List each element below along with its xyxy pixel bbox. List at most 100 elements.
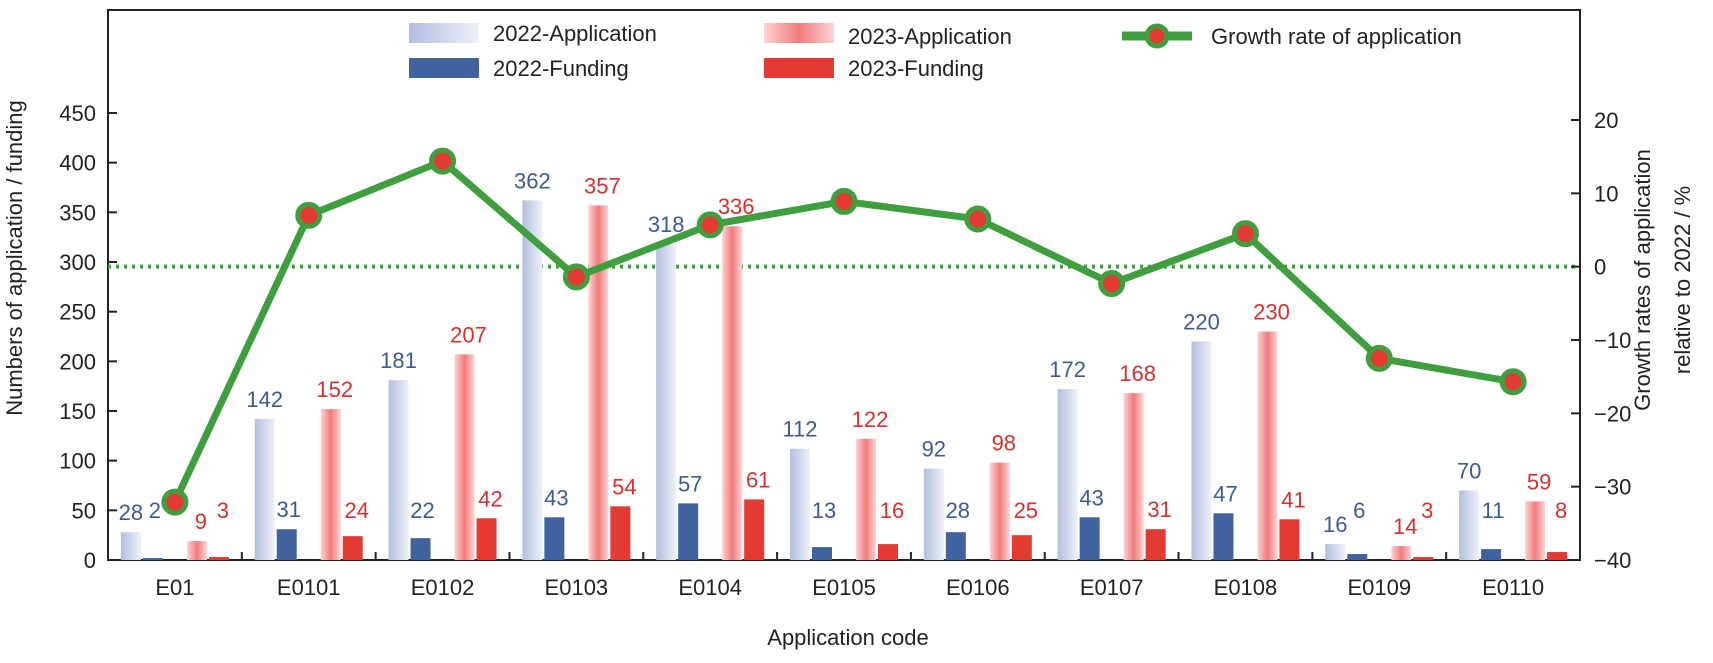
bar-value-label: 61 (746, 467, 770, 492)
legend-label-2023-funding: 2023-Funding (848, 56, 984, 81)
bar-value-label: 181 (380, 348, 417, 373)
bar-2023-application (856, 438, 876, 560)
bar-value-label: 43 (1079, 485, 1103, 510)
bar-2022-application (1459, 490, 1480, 560)
bar-2023-application (454, 354, 475, 560)
bar-2022-funding (1213, 513, 1234, 560)
bar-2022-application (923, 468, 944, 560)
right-y-axis-title-line-1: Growth rates of application (1630, 149, 1655, 411)
bar-2023-funding (1413, 557, 1434, 560)
bar-value-label: 357 (584, 173, 621, 198)
bar-value-label: 336 (718, 194, 755, 219)
growth-rate-point (161, 488, 189, 516)
x-tick-label: E0110 (1482, 575, 1544, 600)
growth-rate-point (1231, 220, 1259, 248)
legend-label-growth-rate: Growth rate of application (1211, 24, 1462, 49)
plot-frame (107, 9, 1581, 561)
bar-2022-funding (945, 532, 966, 560)
bar-value-label: 92 (922, 437, 946, 462)
left-y-tick-label: 0 (84, 548, 96, 573)
legend-swatch-2022-funding (409, 58, 479, 78)
bar-value-label: 22 (410, 498, 434, 523)
bar-2022-application (1191, 341, 1212, 560)
bar-value-label: 318 (648, 212, 685, 237)
x-axis: E01 E0101 E0102 E0103 E0104 E0105 E0106 E0107 E0… (155, 552, 1544, 600)
left-y-tick-label: 150 (59, 399, 96, 424)
x-tick-label: E0101 (277, 575, 341, 600)
x-tick-label: E0104 (678, 575, 742, 600)
bar-2023-funding (610, 506, 631, 560)
bar-2023-funding (1547, 552, 1568, 560)
bar-2023-application (320, 409, 341, 560)
bar-value-label: 16 (880, 498, 904, 523)
legend-swatch-2023-application (764, 23, 834, 43)
legend-swatch-2023-funding (764, 58, 834, 78)
legend: 2022-Application 2022-Funding 2023-Appli… (409, 21, 1462, 81)
growth-rate-point (1365, 344, 1393, 372)
bar-value-label: 3 (217, 498, 229, 523)
bar-2023-funding (476, 518, 497, 560)
bar-2023-application (722, 226, 743, 561)
bar-2023-application (1391, 546, 1412, 560)
x-tick-label: E0103 (545, 575, 609, 600)
left-y-tick-label: 50 (72, 498, 96, 523)
growth-rate-point (429, 147, 457, 175)
right-y-tick-label: −10 (1594, 328, 1631, 353)
bar-value-label: 54 (612, 474, 636, 499)
bar-value-label: 11 (1482, 498, 1505, 523)
bar-value-label: 2 (149, 498, 161, 523)
legend-item-growth-rate: Growth rate of application (1122, 23, 1462, 49)
right-y-tick-label: −20 (1594, 401, 1631, 426)
bar-value-label: 152 (316, 377, 353, 402)
bar-value-label: 98 (992, 431, 1016, 456)
x-tick-label: E0108 (1214, 575, 1278, 600)
bar-2023-application (186, 541, 207, 560)
bars-layer (120, 200, 1568, 561)
bar-2023-funding (1011, 535, 1032, 560)
right-y-axis-title-line-2: relative to 2022 / % (1670, 186, 1695, 374)
legend-swatch-growth-rate-marker (1144, 23, 1170, 49)
left-y-axis: 0 50 100 150 200 250 300 350 400 450 (59, 101, 117, 573)
right-y-tick-label: −30 (1594, 475, 1631, 500)
x-tick-label: E0109 (1347, 575, 1411, 600)
bar-2022-application (1057, 389, 1078, 560)
growth-rate-point (295, 201, 323, 229)
bar-value-label: 8 (1555, 498, 1567, 523)
bar-value-label: 42 (478, 486, 502, 511)
bar-2022-funding (1347, 554, 1368, 560)
bar-value-label: 28 (119, 500, 143, 525)
left-y-tick-label: 450 (59, 101, 96, 126)
legend-label-2022-funding: 2022-Funding (493, 56, 629, 81)
right-y-tick-label: 20 (1594, 108, 1618, 133)
bar-2022-application (120, 532, 141, 560)
bar-2022-funding (1481, 549, 1502, 560)
legend-item-2023-application: 2023-Application (764, 23, 1012, 49)
legend-label-2023-application: 2023-Application (848, 24, 1012, 49)
right-y-tick-label: 10 (1594, 181, 1618, 206)
bar-2022-application (388, 380, 409, 560)
bar-value-label: 172 (1049, 357, 1086, 382)
bar-2023-application (989, 462, 1010, 560)
bar-2022-application (790, 448, 810, 560)
bar-value-label: 31 (276, 497, 300, 522)
growth-rate-point (696, 211, 724, 239)
bar-value-label: 207 (450, 322, 487, 347)
bar-value-label: 57 (678, 471, 702, 496)
right-y-tick-label: −40 (1594, 548, 1631, 573)
legend-swatch-2022-application (409, 23, 479, 43)
bar-2022-application (1325, 544, 1346, 560)
x-tick-label: E0105 (812, 575, 876, 600)
bar-2023-funding (878, 544, 898, 560)
bar-value-label: 230 (1253, 300, 1290, 325)
bar-2023-application (1123, 393, 1144, 560)
bar-value-label: 59 (1527, 469, 1551, 494)
bar-2022-application (254, 418, 275, 560)
bar-value-label: 3 (1421, 498, 1433, 523)
bar-2023-funding (744, 499, 765, 560)
bar-value-label: 43 (544, 485, 568, 510)
bar-2023-application (588, 205, 609, 560)
bar-2022-funding (544, 517, 565, 560)
bar-value-label: 25 (1014, 498, 1038, 523)
growth-rate-point (1499, 368, 1527, 396)
bar-value-label: 28 (946, 498, 970, 523)
